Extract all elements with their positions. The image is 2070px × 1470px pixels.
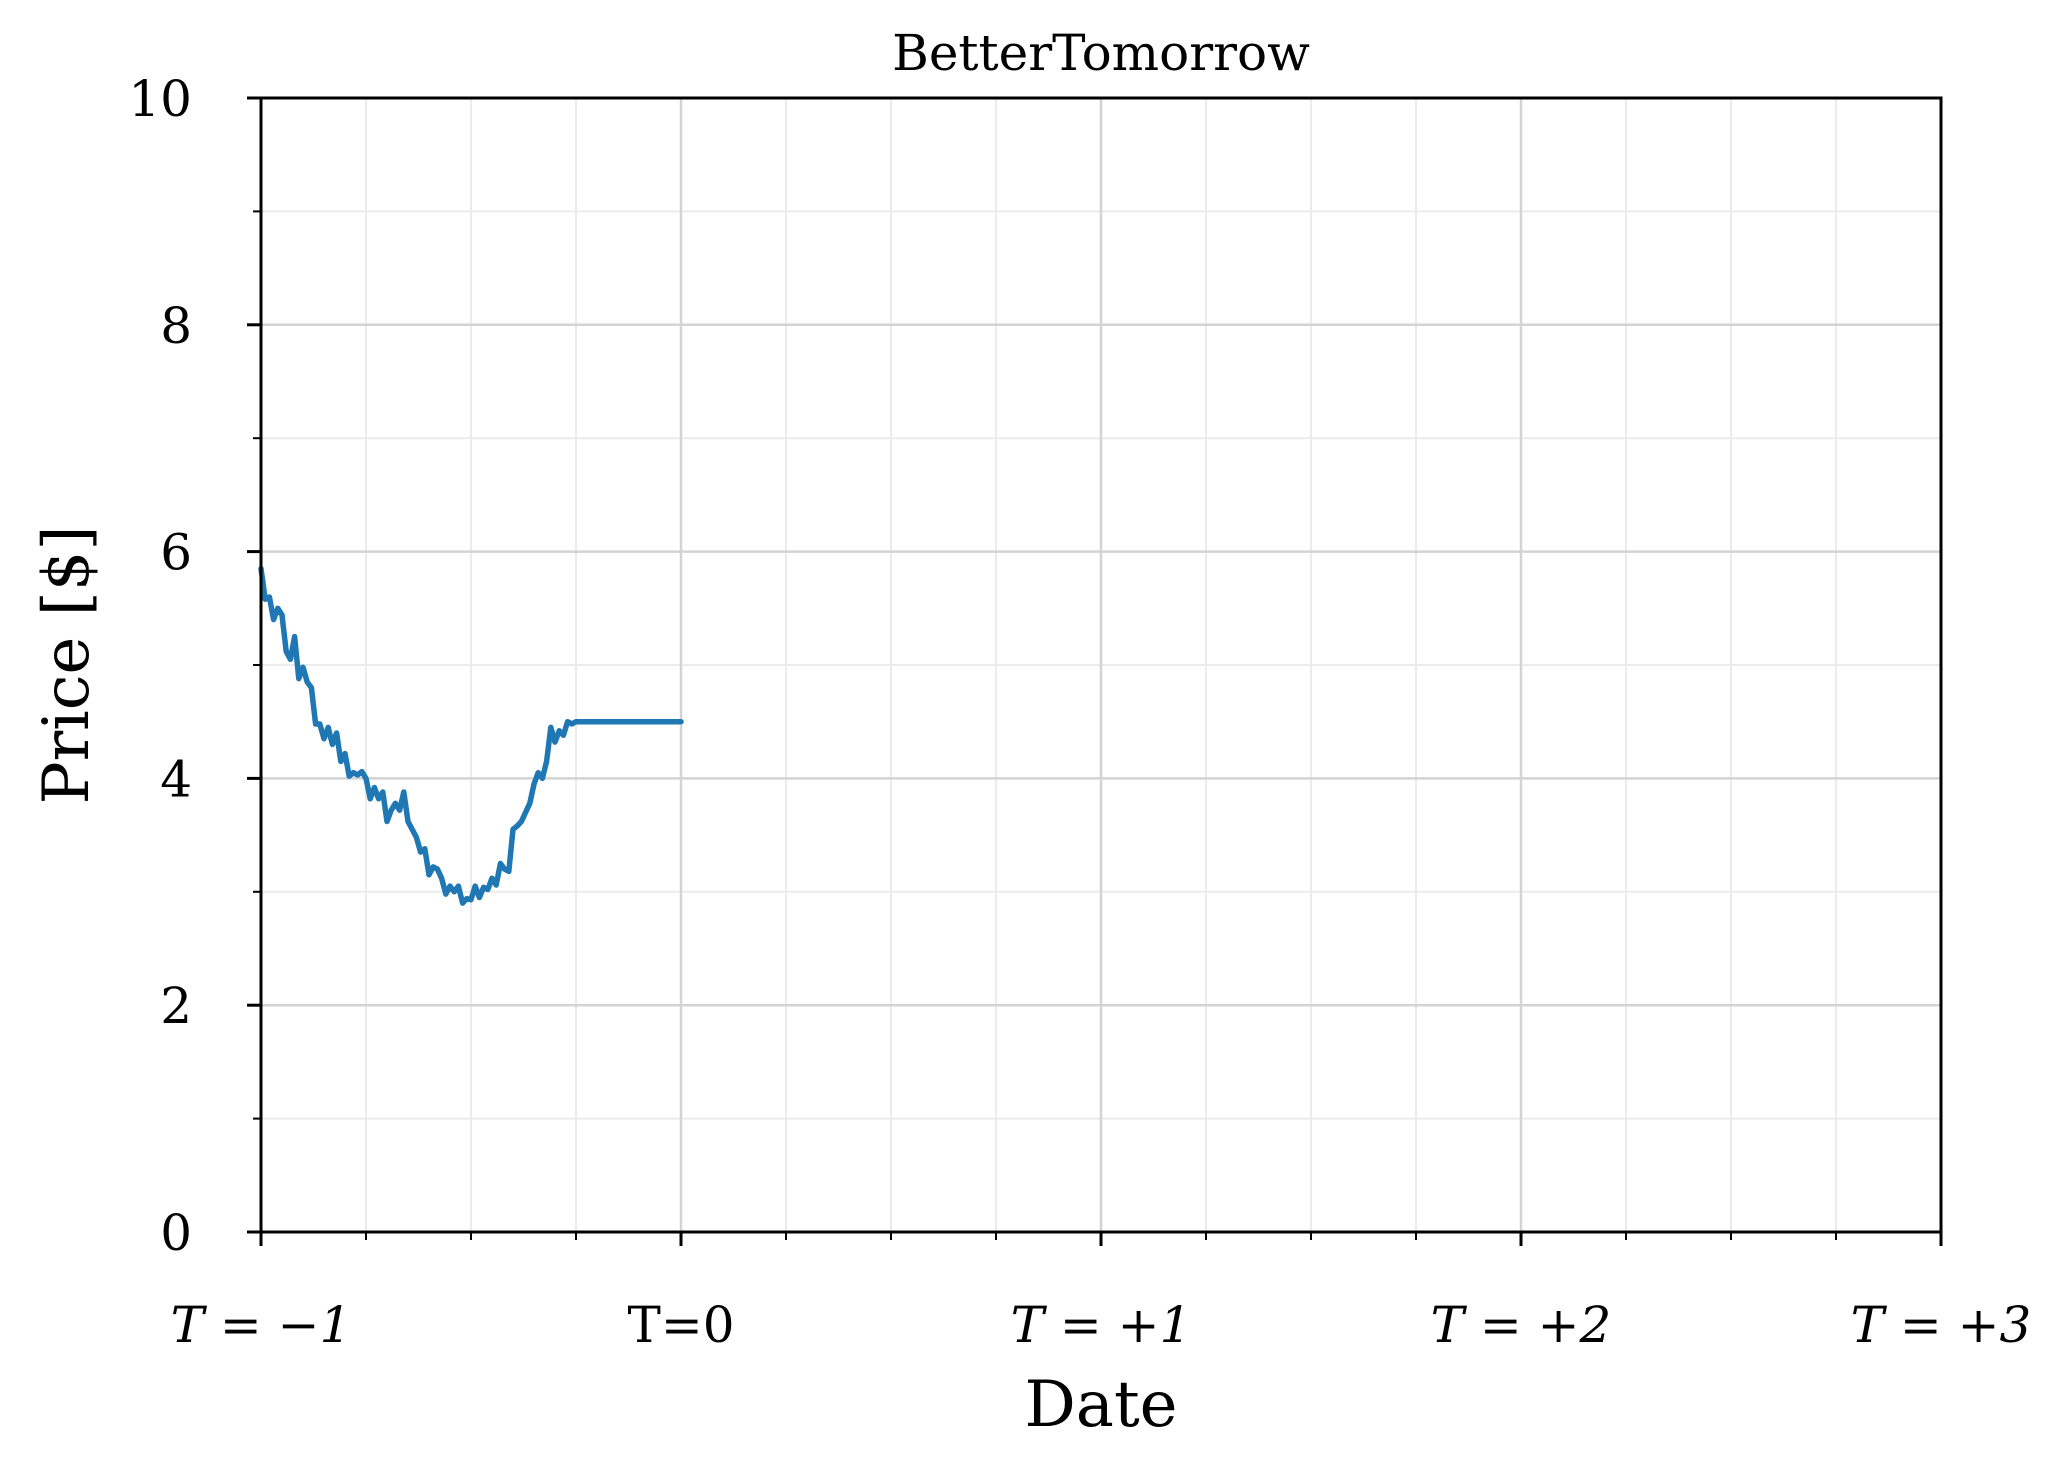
x-tick-label: T = −1 — [171, 1296, 352, 1354]
y-axis-title: Price [$] — [30, 526, 104, 805]
chart-title: BetterTomorrow — [892, 24, 1310, 82]
x-tick-label: T = +3 — [1851, 1296, 2032, 1354]
y-tick-label: 6 — [160, 524, 192, 582]
x-axis-title: Date — [1024, 1368, 1177, 1442]
x-tick-label: T = +1 — [1011, 1296, 1192, 1354]
x-tick-label: T = +2 — [1431, 1296, 1612, 1354]
x-tick-label: T=0 — [627, 1296, 734, 1354]
y-tick-label: 10 — [128, 70, 192, 128]
y-tick-label: 4 — [160, 750, 192, 808]
y-tick-label: 2 — [160, 977, 192, 1035]
y-tick-label: 8 — [160, 297, 192, 355]
y-tick-label: 0 — [160, 1204, 192, 1262]
